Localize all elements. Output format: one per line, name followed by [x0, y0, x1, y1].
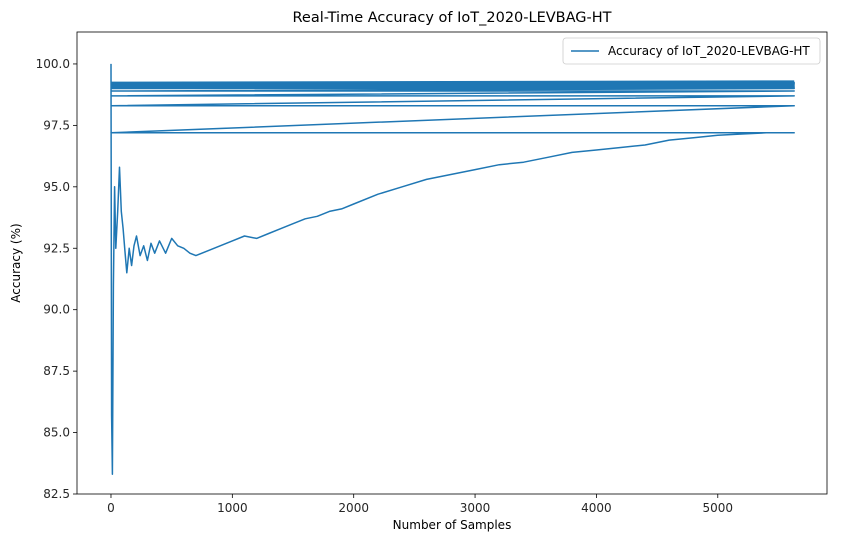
x-tick-label: 4000: [581, 501, 612, 515]
series-line-accuracy: [110, 63, 795, 476]
x-axis-ticks: 0 1000 2000 3000 4000 5000: [107, 494, 733, 515]
x-tick-label: 5000: [703, 501, 734, 515]
y-tick-label: 87.5: [43, 364, 70, 378]
chart-title: Real-Time Accuracy of IoT_2020-LEVBAG-HT: [292, 10, 611, 26]
legend-box: [562, 37, 821, 65]
x-tick-label: 1000: [217, 501, 248, 515]
y-tick-label: 90.0: [43, 303, 70, 317]
y-tick-label: 95.0: [43, 180, 70, 194]
y-tick-label: 100.0: [36, 57, 70, 71]
plot-frame: [76, 31, 828, 495]
legend-entry-label: Accuracy of IoT_2020-LEVBAG-HT: [608, 44, 810, 58]
x-tick-label: 2000: [338, 501, 369, 515]
y-axis-ticks: 82.5 85.0 87.5 90.0 92.5 95.0 97.5 100.0: [36, 57, 77, 501]
x-tick-label: 0: [107, 501, 115, 515]
y-axis-label: Accuracy (%): [9, 223, 23, 302]
y-tick-label: 85.0: [43, 426, 70, 440]
y-tick-label: 97.5: [43, 118, 70, 132]
x-tick-label: 3000: [460, 501, 491, 515]
y-tick-label: 82.5: [43, 487, 70, 501]
legend: Accuracy of IoT_2020-LEVBAG-HT: [562, 37, 821, 65]
plot-area: [110, 63, 795, 476]
y-tick-label: 92.5: [43, 241, 70, 255]
x-axis-label: Number of Samples: [393, 518, 512, 532]
